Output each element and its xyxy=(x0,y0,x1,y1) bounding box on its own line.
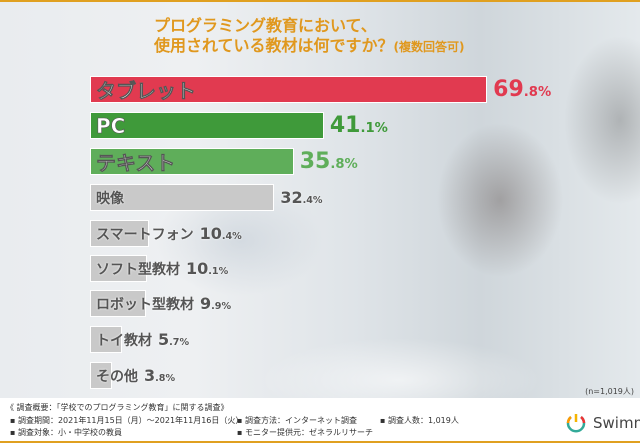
bar-label: PC xyxy=(96,113,126,138)
bar-row: タブレット 69.8% xyxy=(90,76,551,103)
bar xyxy=(90,220,150,247)
bar-row: PC 41.1% xyxy=(90,112,388,139)
bar-label: その他 xyxy=(96,368,138,385)
value-label: 5.7% xyxy=(158,330,190,349)
bar xyxy=(90,76,488,103)
bar-label: 映像 xyxy=(96,190,124,207)
bar xyxy=(90,148,294,175)
value-label: 41.1% xyxy=(329,113,388,138)
top-accent-line xyxy=(0,0,640,2)
bar-row: テキスト 35.8% xyxy=(90,148,358,175)
bar xyxy=(90,326,123,353)
chart-title: プログラミング教育において、 使用されている教材は何ですか？(複数回答可) xyxy=(154,16,465,57)
footer-provider: ▪ モニター提供元：ゼネラルリサーチ xyxy=(237,428,373,437)
value-label: 3.8% xyxy=(144,366,176,385)
bar-label: スマートフォン xyxy=(96,226,194,243)
value-label: 10.4% xyxy=(199,224,242,243)
footer-method: ▪ 調査方法：インターネット調査 xyxy=(237,416,357,425)
bar-row: ソフト型教材 10.1% xyxy=(90,255,228,282)
logo-text: Swimmy xyxy=(593,414,640,432)
title-line-2: 使用されている教材は何ですか？ xyxy=(154,36,394,55)
bar xyxy=(90,290,147,317)
bar-label: ソフト型教材 xyxy=(96,261,180,278)
bar xyxy=(90,362,112,389)
footer-heading: 《 調査概要：「学校でのプログラミング教育」に関する調査》 xyxy=(6,403,229,412)
bar-row: 映像 32.4% xyxy=(90,184,323,211)
footer-count: ▪ 調査人数：1,019人 xyxy=(380,416,459,425)
bottom-accent-line xyxy=(0,441,640,443)
bar-row: その他 3.8% xyxy=(90,362,175,389)
bar xyxy=(90,184,275,211)
bar xyxy=(90,112,324,139)
bar-label: タブレット xyxy=(96,79,197,104)
bar-row: トイ教材 5.7% xyxy=(90,326,189,353)
survey-footer: 《 調査概要：「学校でのプログラミング教育」に関する調査》 ▪ 調査期間：202… xyxy=(0,398,640,441)
bar-label: トイ教材 xyxy=(96,332,152,349)
bar-label: テキスト xyxy=(96,151,176,176)
bar xyxy=(90,255,148,282)
bar-row: スマートフォン 10.4% xyxy=(90,220,242,247)
footer-period: ▪ 調査期間：2021年11月15日（月）～2021年11月16日（火） xyxy=(10,416,244,425)
power-logo-icon xyxy=(566,414,586,433)
sample-size-note: (n=1,019人) xyxy=(585,387,634,396)
footer-target: ▪ 調査対象：小・中学校の教員 xyxy=(10,428,122,437)
value-label: 9.9% xyxy=(200,294,232,313)
bar-label: ロボット型教材 xyxy=(96,296,194,313)
title-line-1: プログラミング教育において、 xyxy=(154,16,377,35)
swimmy-logo: Swimmy xyxy=(565,412,640,434)
value-label: 69.8% xyxy=(493,77,552,102)
value-label: 32.4% xyxy=(280,188,323,207)
title-note: (複数回答可) xyxy=(393,40,465,54)
value-label: 10.1% xyxy=(186,259,229,278)
bar-row: ロボット型教材 9.9% xyxy=(90,290,231,317)
value-label: 35.8% xyxy=(299,149,358,174)
